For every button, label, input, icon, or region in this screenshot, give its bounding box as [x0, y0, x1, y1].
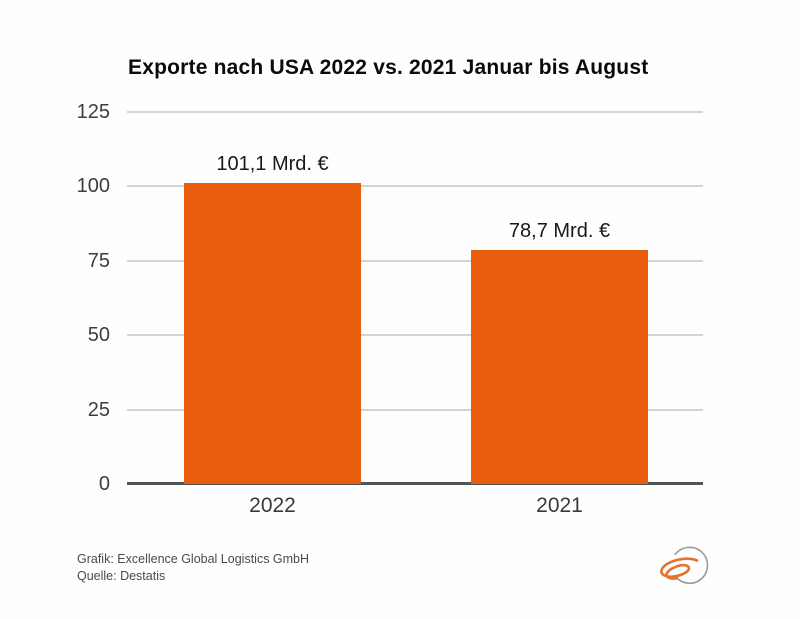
plot-area [127, 111, 703, 485]
gridline-25 [127, 408, 703, 411]
bar-2022 [184, 183, 361, 484]
gridline-100 [127, 185, 703, 188]
y-tick-label-25: 25 [87, 398, 110, 421]
value-label-2022: 101,1 Mrd. € [216, 153, 329, 176]
gridline-75 [127, 259, 703, 262]
value-label-2021: 78,7 Mrd. € [508, 219, 611, 242]
y-tick-label-125: 125 [76, 101, 110, 123]
x-axis-line [127, 482, 703, 485]
y-tick-label-50: 50 [87, 324, 110, 347]
gridline-125 [127, 111, 703, 113]
y-tick-label-75: 75 [87, 249, 110, 272]
y-tick-label-0: 0 [98, 473, 110, 495]
bar-2021 [471, 249, 648, 484]
footer: Grafik: Excellence Global Logistics GmbH… [77, 551, 309, 585]
x-tick-label-2022: 2022 [249, 494, 296, 517]
y-tick-label-100: 100 [76, 175, 110, 198]
chart-title: Exporte nach USA 2022 vs. 2021 Januar bi… [128, 56, 649, 79]
x-tick-label-2021: 2021 [536, 494, 583, 517]
excellence-logo-icon [660, 546, 709, 585]
footer-credit: Grafik: Excellence Global Logistics GmbH [77, 552, 310, 566]
footer-source: Quelle: Destatis [77, 569, 166, 583]
gridline-50 [127, 334, 703, 337]
